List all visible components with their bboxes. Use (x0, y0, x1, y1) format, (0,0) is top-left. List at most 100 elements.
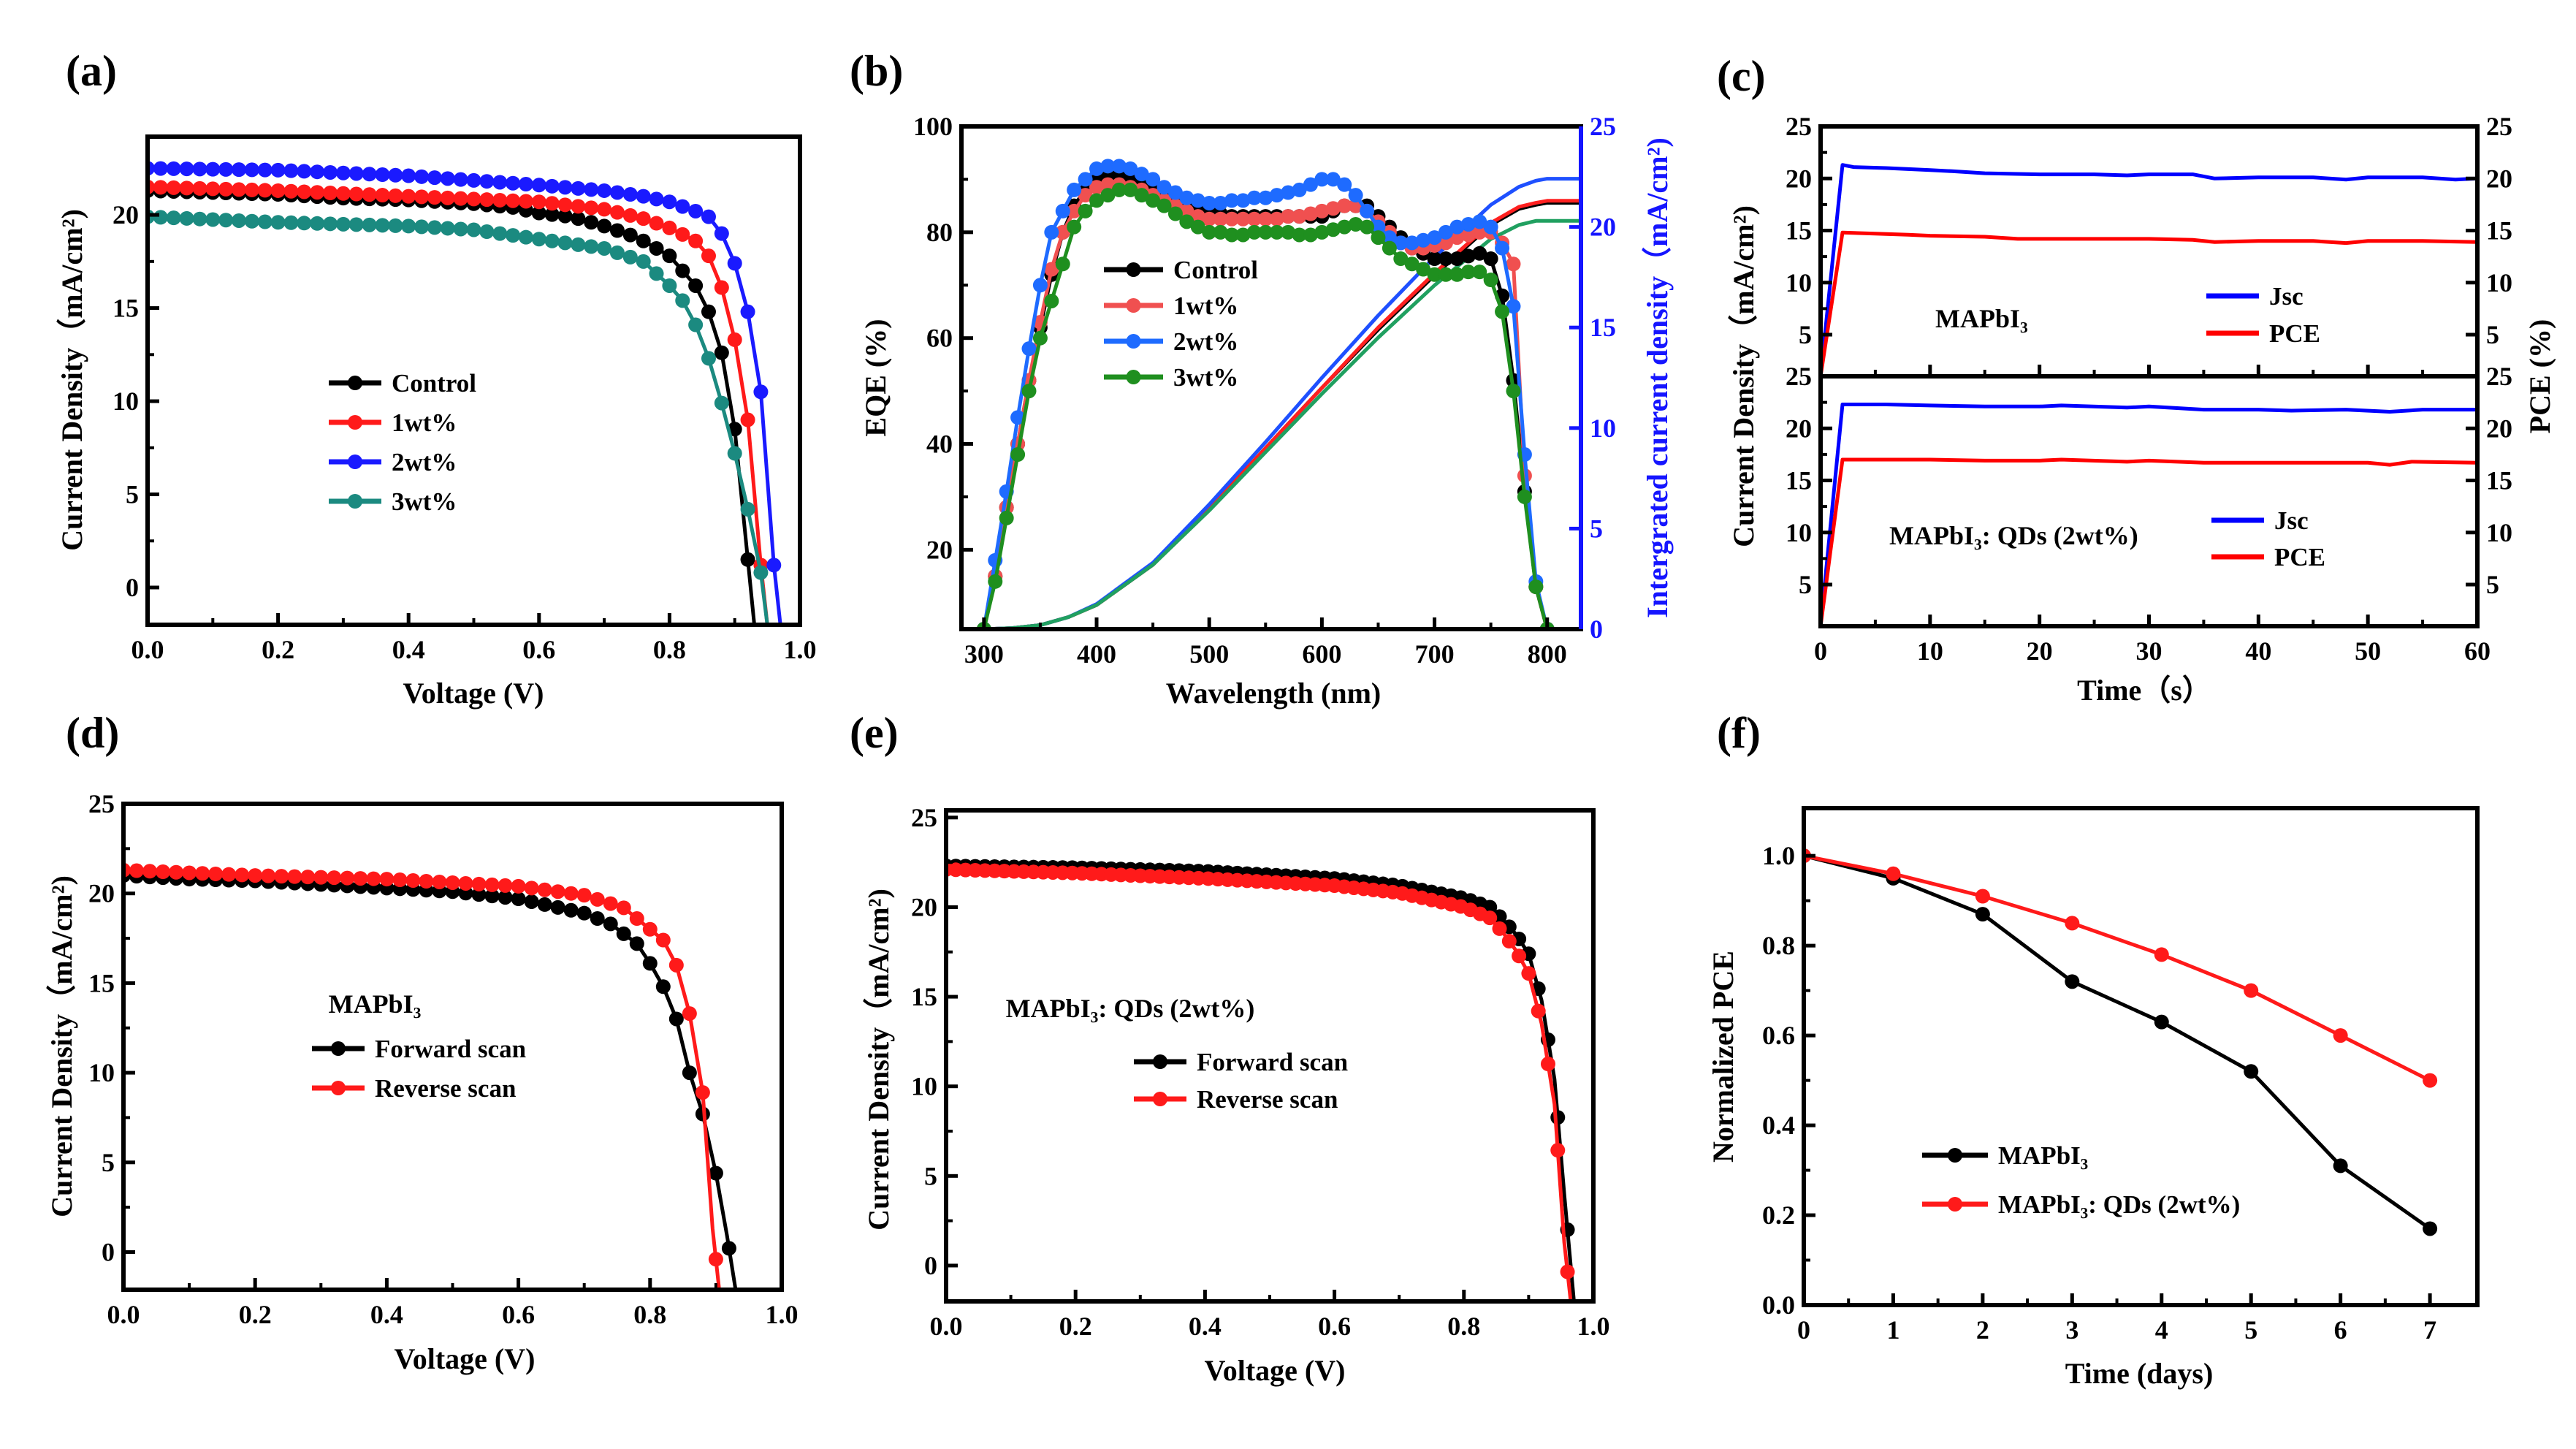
legend-item: PCE (2211, 543, 2325, 571)
data-point-marker (1528, 579, 1544, 595)
data-point-marker (531, 205, 546, 221)
data-point-marker (753, 384, 769, 400)
data-point-marker (1190, 219, 1205, 235)
data-point-marker (537, 897, 552, 912)
y-tick-label: 15 (88, 968, 115, 997)
data-point-marker (740, 501, 755, 517)
legend-label: 2wt% (1173, 327, 1238, 356)
series-line (1804, 853, 2431, 1082)
y-tick-label: 0.8 (1762, 931, 1795, 960)
legend-item: Reverse scan (312, 1074, 516, 1103)
data-point-marker (1089, 180, 1105, 195)
data-point-marker (492, 192, 508, 208)
data-point-marker (310, 185, 325, 200)
data-point-marker (688, 278, 704, 293)
data-point-marker (557, 197, 573, 213)
data-point-marker (1449, 219, 1465, 235)
data-point-marker (348, 217, 364, 232)
data-point-marker (458, 875, 473, 891)
y-tick-label: 5 (102, 1148, 115, 1177)
data-point-marker (629, 911, 644, 927)
data-point-marker (283, 183, 299, 199)
data-point-marker (297, 164, 312, 179)
data-point-marker (327, 870, 342, 886)
data-point-marker (1281, 185, 1296, 200)
y-tick-label: 15 (113, 294, 139, 323)
y-tick-label: 0 (102, 1237, 115, 1266)
data-point-marker (484, 877, 500, 892)
data-point-marker (1495, 240, 1510, 256)
data-point-marker (1506, 384, 1521, 399)
data-point-marker (1483, 273, 1498, 288)
x-tick-label: 0.4 (1189, 1312, 1222, 1341)
x-tick-label: 50 (2355, 636, 2381, 666)
y-tick-label: 0.4 (1762, 1111, 1795, 1140)
chart-panel-d: 0.0 0.2 0.4 0.6 0.8 1.0 0 5 10 15 20 25 MAPbI₃ Forwar… (45, 709, 799, 1375)
data-point-marker (401, 218, 416, 234)
data-point-marker (362, 187, 377, 202)
data-point-marker (323, 216, 338, 232)
y2-axis-title: Intergrated current density（mA/cm²) (1641, 137, 1674, 618)
data-point-marker (668, 957, 684, 973)
data-point-marker (1438, 224, 1453, 240)
data-point-marker (988, 574, 1003, 589)
y2-tick-label: 10 (2486, 268, 2512, 297)
data-point-marker (1010, 410, 1026, 425)
x-tick-label: 0.0 (930, 1312, 963, 1341)
x-tick-label: 800 (1528, 639, 1567, 669)
data-point-marker (550, 900, 565, 915)
y-tick-label: 25 (1786, 362, 1812, 391)
data-point-marker (2333, 1158, 2348, 1174)
data-point-marker (1449, 230, 1465, 246)
data-point-marker (1360, 203, 1375, 218)
y-tick-label: 1.0 (1762, 841, 1795, 870)
legend-label: PCE (2274, 543, 2325, 571)
series-line-pce (1821, 457, 2477, 626)
data-point-marker (353, 871, 368, 886)
x-tick-label: 6 (2334, 1315, 2347, 1345)
chart-panel-a: 0.0 0.2 0.4 0.6 0.8 1.0 0 5 10 15 20 Control 1wt% 2wt… (56, 47, 817, 710)
data-point-marker (557, 208, 573, 224)
x-tick-label: 0.6 (522, 635, 555, 664)
plot-frame (121, 802, 784, 1292)
data-point-marker (169, 864, 184, 880)
data-point-marker (153, 161, 168, 176)
data-point-marker (1246, 211, 1262, 227)
data-point-marker (335, 186, 351, 201)
data-point-marker (1123, 182, 1138, 197)
chart-panel-e: 0.0 0.2 0.4 0.6 0.8 1.0 0 5 10 15 20 25 MAPbI₃: QDs … (850, 709, 1610, 1387)
data-point-marker (479, 174, 495, 189)
data-point-marker (1325, 172, 1341, 187)
data-point-marker (1416, 232, 1431, 248)
y-tick-label: 15 (1786, 466, 1812, 495)
data-point-marker (179, 161, 194, 177)
data-point-marker (1269, 211, 1284, 227)
data-point-marker (300, 870, 316, 885)
x-tick-label: 0.0 (107, 1300, 140, 1329)
data-point-marker (1314, 224, 1330, 240)
data-point-marker (701, 351, 716, 366)
data-point-marker (1269, 224, 1284, 240)
data-point-marker (518, 177, 533, 192)
y-tick-label: 0.2 (1762, 1201, 1795, 1230)
x-tick-label: 20 (2027, 636, 2053, 666)
data-point-marker (244, 213, 259, 229)
y-axis-title: Current Density（mA/cm²) (56, 209, 88, 551)
data-point-marker (166, 180, 181, 195)
data-point-marker (1213, 211, 1228, 227)
data-point-marker (313, 870, 329, 885)
data-point-marker (1067, 203, 1082, 218)
data-point-marker (1540, 1057, 1555, 1072)
data-point-marker (1044, 224, 1059, 240)
legend-label: Forward scan (375, 1035, 526, 1063)
x-tick-label: 0.2 (239, 1300, 272, 1329)
data-point-marker (232, 213, 247, 228)
y2-tick-label: 25 (2486, 112, 2512, 141)
data-point-marker (335, 216, 351, 232)
data-point-marker (662, 248, 677, 264)
data-point-marker (1531, 1003, 1546, 1019)
data-point-marker (1337, 219, 1352, 235)
y2-tick-label: 15 (1590, 313, 1616, 342)
data-point-marker (340, 870, 355, 886)
y-tick-label: 15 (1786, 216, 1812, 246)
